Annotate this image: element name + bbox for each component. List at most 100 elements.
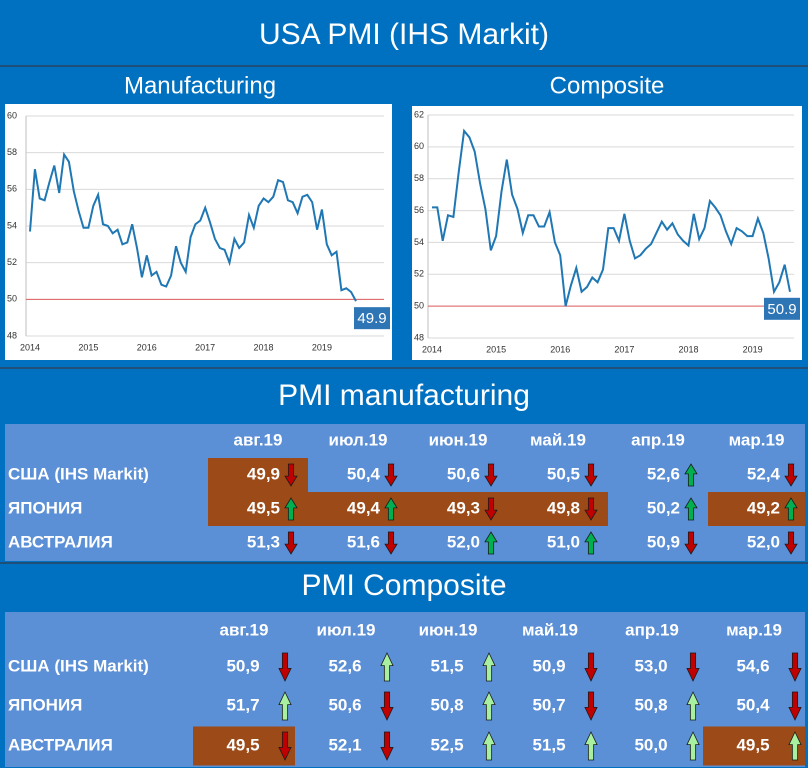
y-tick-label: 50	[414, 301, 424, 311]
trend-arrow	[584, 531, 598, 555]
line	[432, 128, 791, 307]
y-tick-label: 48	[414, 332, 424, 342]
cell-value: 52,6	[328, 656, 361, 675]
trend-arrow	[484, 463, 498, 487]
cell-value: 53,0	[634, 656, 667, 675]
cell-value: 49,3	[447, 498, 480, 517]
cell-value: 49,9	[247, 464, 280, 483]
trend-arrow	[284, 531, 298, 555]
x-tick-label: 2015	[486, 344, 506, 354]
highlight-cell	[703, 726, 805, 766]
y-tick-label: 58	[7, 147, 17, 157]
trend-arrow	[686, 731, 700, 761]
y-tick-label: 60	[414, 141, 424, 151]
row-label: АВСТРАЛИЯ	[8, 735, 113, 754]
column-header: июл.19	[329, 430, 388, 449]
row-label: ЯПОНИЯ	[8, 695, 82, 714]
column-header: апр.19	[631, 430, 685, 449]
trend-arrow	[684, 531, 698, 555]
cell-value: 52,0	[447, 532, 480, 551]
row-label: США (IHS Markit)	[8, 656, 149, 675]
trend-arrow	[284, 463, 298, 487]
y-tick-label: 54	[414, 237, 424, 247]
y-tick-label: 52	[7, 257, 17, 267]
y-tick-label: 54	[7, 220, 17, 230]
row-label: США (IHS Markit)	[8, 464, 149, 483]
trend-arrow	[482, 652, 496, 682]
x-tick-label: 2019	[312, 342, 332, 352]
chart-title: Manufacturing	[124, 72, 276, 99]
highlight-cell	[193, 726, 295, 766]
column-header: май.19	[530, 430, 586, 449]
chart-title: Composite	[550, 72, 665, 99]
cell-value: 50,7	[532, 695, 565, 714]
row-label: АВСТРАЛИЯ	[8, 532, 113, 551]
y-tick-label: 56	[7, 184, 17, 194]
column-header: июн.19	[429, 430, 488, 449]
y-tick-label: 60	[7, 110, 17, 120]
trend-arrow	[484, 497, 498, 521]
trend-arrow	[278, 691, 292, 721]
cell-value: 49,5	[247, 498, 280, 517]
x-tick-label: 2018	[678, 344, 698, 354]
trend-arrow	[684, 463, 698, 487]
trend-arrow	[584, 691, 598, 721]
column-header: авг.19	[234, 430, 283, 449]
x-tick-label: 2017	[614, 344, 634, 354]
cell-value: 50,0	[634, 735, 667, 754]
chart-panel	[5, 104, 392, 360]
cell-value: 50,6	[328, 695, 361, 714]
cell-value: 51,5	[532, 735, 565, 754]
trend-arrow	[278, 731, 292, 761]
cell-value: 52,6	[647, 464, 680, 483]
cell-value: 50,9	[532, 656, 565, 675]
y-tick-label: 56	[414, 205, 424, 215]
cell-value: 49,5	[736, 735, 769, 754]
last-value-box	[354, 307, 390, 330]
trend-arrow	[784, 463, 798, 487]
column-header: июн.19	[419, 620, 478, 639]
y-tick-label: 48	[7, 330, 17, 340]
last-value-label: 49.9	[357, 310, 386, 327]
table-title: PMI manufacturing	[278, 379, 530, 412]
x-tick-label: 2017	[195, 342, 215, 352]
column-header: авг.19	[220, 620, 269, 639]
y-tick-label: 62	[414, 109, 424, 119]
trend-arrow	[384, 497, 398, 521]
cell-value: 49,4	[347, 498, 381, 517]
trend-arrow	[384, 463, 398, 487]
table-background	[5, 612, 805, 767]
x-tick-label: 2014	[422, 344, 442, 354]
last-value-label: 50.9	[767, 301, 796, 318]
cell-value: 52,0	[747, 532, 780, 551]
column-header: мар.19	[729, 430, 785, 449]
trend-arrow	[584, 497, 598, 521]
trend-arrow	[784, 497, 798, 521]
cell-value: 49,8	[547, 498, 580, 517]
trend-arrow	[684, 497, 698, 521]
trend-arrow	[482, 731, 496, 761]
cell-value: 50,9	[647, 532, 680, 551]
x-tick-label: 2018	[254, 342, 274, 352]
cell-value: 50,2	[647, 498, 680, 517]
trend-arrow	[686, 652, 700, 682]
cell-value: 51,7	[226, 695, 259, 714]
cell-value: 50,8	[634, 695, 667, 714]
cell-value: 51,0	[547, 532, 580, 551]
cell-value: 50,8	[430, 695, 463, 714]
table-title: PMI Composite	[301, 569, 506, 602]
cell-value: 54,6	[736, 656, 769, 675]
trend-arrow	[584, 652, 598, 682]
x-tick-label: 2015	[78, 342, 98, 352]
y-tick-label: 58	[414, 173, 424, 183]
trend-arrow	[384, 531, 398, 555]
trend-arrow	[584, 731, 598, 761]
x-tick-label: 2016	[550, 344, 570, 354]
trend-arrow	[380, 731, 394, 761]
cell-value: 50,4	[736, 695, 770, 714]
page-title: USA PMI (IHS Markit)	[259, 18, 549, 51]
cell-value: 50,4	[347, 464, 381, 483]
trend-arrow	[788, 652, 802, 682]
cell-value: 50,6	[447, 464, 480, 483]
